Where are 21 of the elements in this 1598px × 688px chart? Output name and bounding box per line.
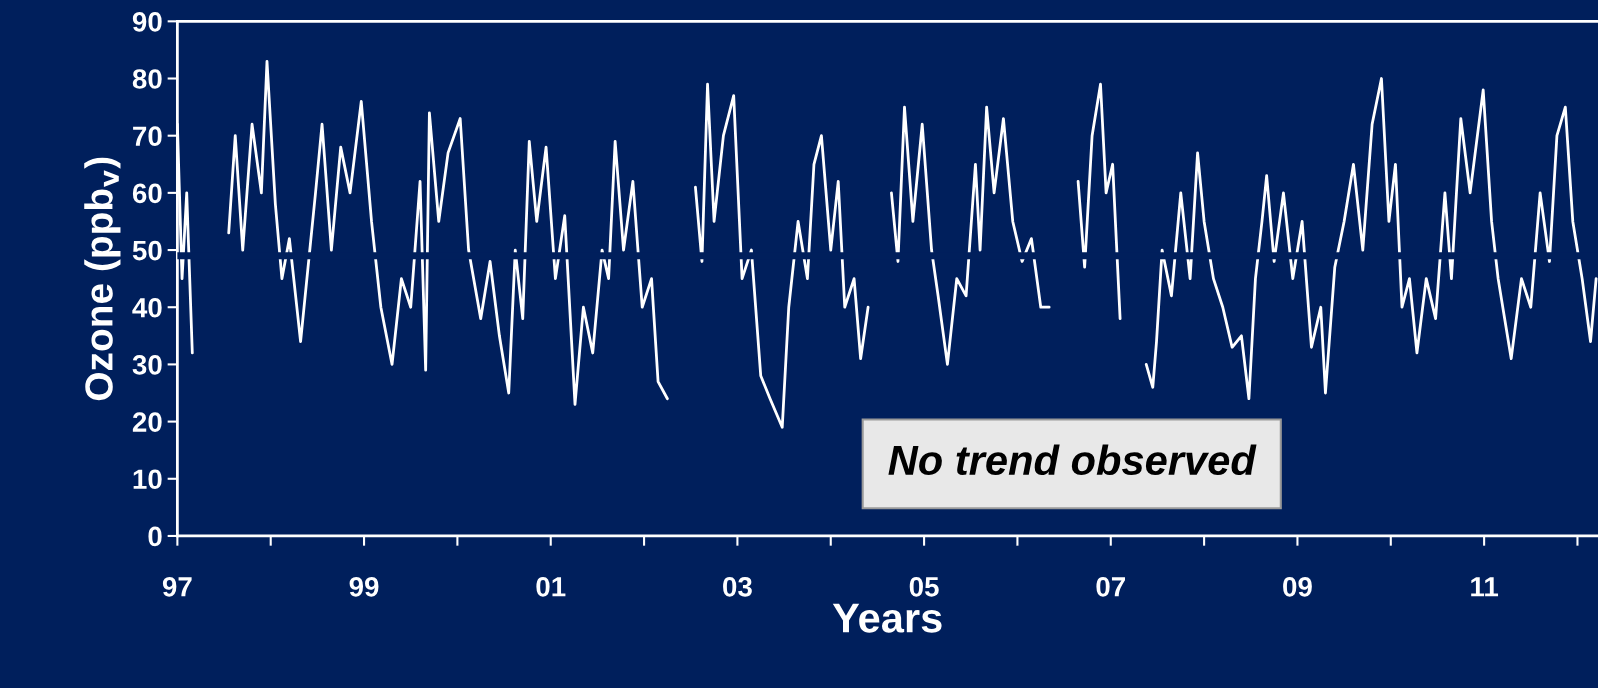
y-tick-label: 10: [133, 469, 162, 490]
x-tick-label: 01: [536, 576, 566, 597]
y-tick-label: 80: [132, 69, 162, 89]
y-tick-label: 60: [132, 183, 162, 204]
annotation: No trend observed: [888, 444, 1257, 476]
y-tick-label: 30: [132, 355, 162, 375]
x-tick-label: 97: [162, 576, 192, 597]
y-tick-label: 40: [132, 297, 162, 318]
y-tick-label: 50: [132, 240, 162, 261]
x-tick-label: 03: [723, 576, 752, 597]
x-tick-label: 99: [349, 576, 379, 597]
y-tick-label: 70: [133, 126, 162, 147]
y-tick-label: 20: [132, 412, 162, 432]
x-tick-label: 11: [1471, 577, 1499, 597]
y-tick-label: 0: [148, 526, 162, 547]
x-axis-title: Years: [832, 603, 942, 633]
x-tick-label: 05: [909, 576, 939, 597]
x-tick-label: 09: [1283, 576, 1312, 597]
y-axis-title: Ozone (ppb$_{v}$): [84, 157, 121, 401]
x-tick-label: 07: [1096, 576, 1125, 597]
y-tick-label: 90: [132, 12, 162, 32]
